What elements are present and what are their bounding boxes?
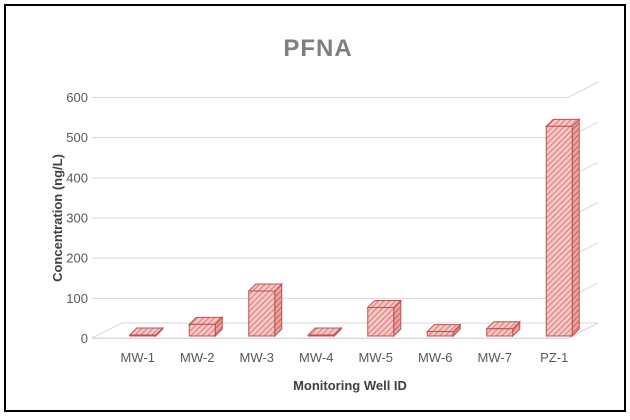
y-tick-label: 400 xyxy=(66,170,88,185)
y-tick-label: 0 xyxy=(81,331,88,346)
bar-mw-4 xyxy=(307,326,343,338)
bar-front xyxy=(486,328,514,337)
y-tick-label: 600 xyxy=(66,90,88,105)
x-tick-label: MW-3 xyxy=(240,350,274,365)
x-tick-label: MW-4 xyxy=(299,350,333,365)
bar-front xyxy=(188,323,216,337)
bar-front xyxy=(248,290,276,337)
gridlines xyxy=(91,81,599,339)
x-tick-label: MW-1 xyxy=(121,350,155,365)
bar-front xyxy=(545,125,573,337)
x-axis-title: Monitoring Well ID xyxy=(293,378,407,393)
bars xyxy=(128,118,581,338)
bar-mw-6 xyxy=(426,323,462,338)
bar-pz-1 xyxy=(545,118,581,338)
bar-mw-2 xyxy=(188,316,224,338)
bar-front xyxy=(129,334,157,337)
y-axis-ticks: 0 100 200 300 400 500 600 xyxy=(66,90,88,346)
bar-side xyxy=(571,118,580,338)
x-tick-label: MW-5 xyxy=(359,350,393,365)
y-tick-label: 200 xyxy=(66,251,88,266)
bar-mw-7 xyxy=(485,320,521,338)
bar-mw-1 xyxy=(128,326,164,338)
y-tick-label: 300 xyxy=(66,211,88,226)
x-tick-label: MW-7 xyxy=(478,350,512,365)
chart-title: PFNA xyxy=(283,35,352,62)
chart-floor xyxy=(91,322,599,339)
chart-frame xyxy=(4,4,626,412)
x-tick-label: MW-6 xyxy=(418,350,452,365)
x-axis-ticks: MW-1 MW-2 MW-3 MW-4 MW-5 MW-6 MW-7 PZ-1 xyxy=(121,350,569,365)
x-tick-label: PZ-1 xyxy=(540,350,568,365)
y-tick-label: 500 xyxy=(66,130,88,145)
bar-front xyxy=(426,331,454,337)
y-tick-label: 100 xyxy=(66,291,88,306)
bar-mw-5 xyxy=(366,299,402,338)
bar-front xyxy=(307,334,335,337)
bar-front xyxy=(367,306,395,337)
bar-side xyxy=(274,282,283,338)
y-axis-title: Concentration (ng/L) xyxy=(50,154,65,282)
bar-mw-3 xyxy=(247,282,283,338)
x-tick-label: MW-2 xyxy=(180,350,214,365)
gridline xyxy=(567,81,599,98)
